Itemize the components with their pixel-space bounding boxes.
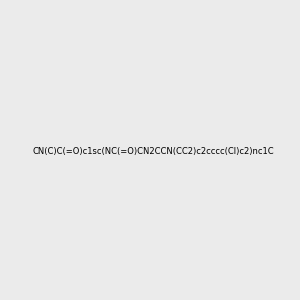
Text: CN(C)C(=O)c1sc(NC(=O)CN2CCN(CC2)c2cccc(Cl)c2)nc1C: CN(C)C(=O)c1sc(NC(=O)CN2CCN(CC2)c2cccc(C… bbox=[33, 147, 274, 156]
